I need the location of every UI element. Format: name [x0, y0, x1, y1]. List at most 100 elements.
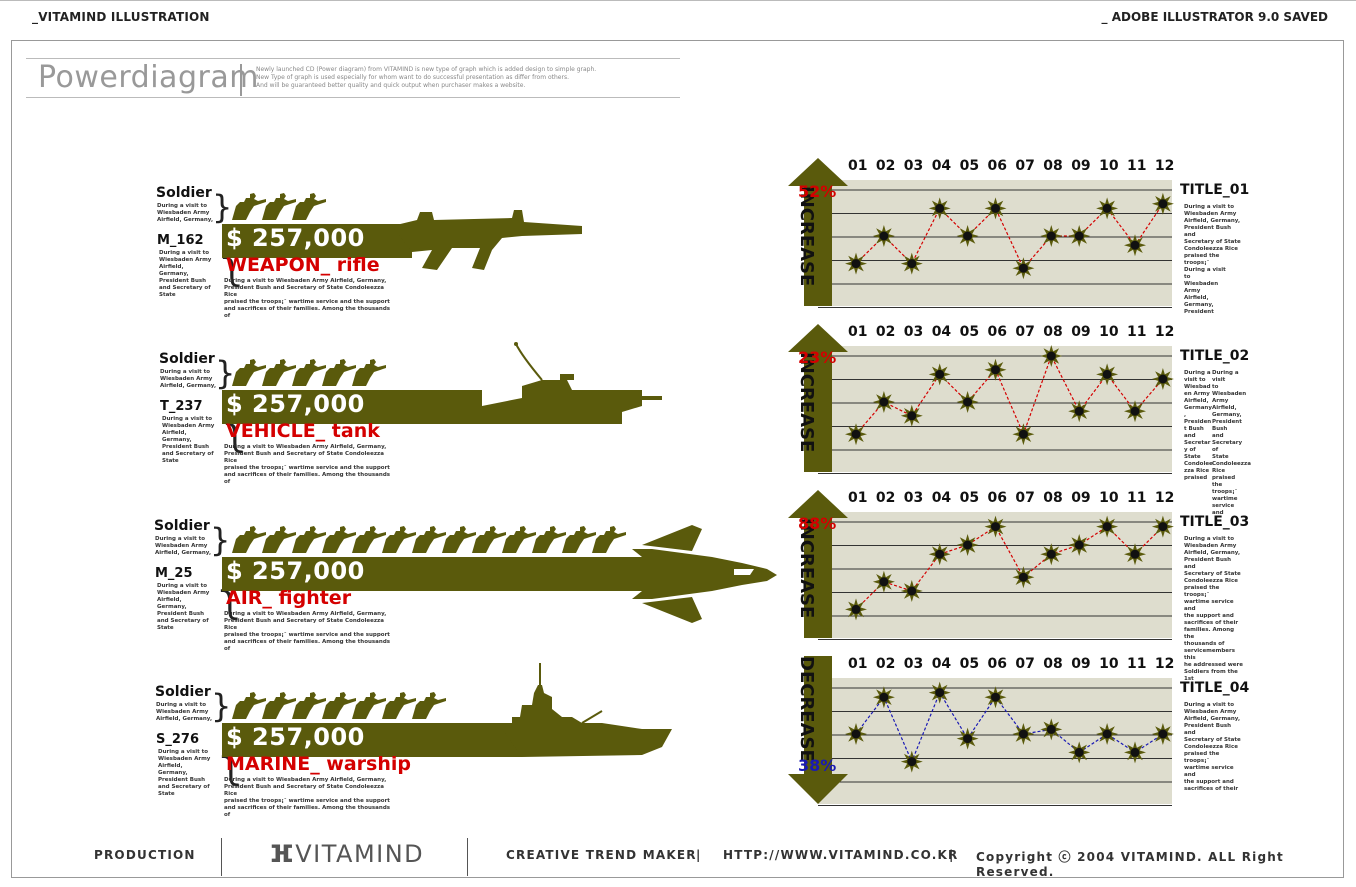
desc-line: Wiesbaden Army	[1184, 709, 1237, 715]
unit-description: During a visit to Wiesbaden Army Airfiel…	[224, 777, 394, 819]
desc-line: Airfield,	[1212, 405, 1237, 411]
data-point	[1068, 534, 1091, 556]
desc-line: President Bush and Secretary of State Co…	[224, 451, 384, 464]
brace-icon: }	[211, 687, 232, 725]
x-tick-label: 04	[931, 490, 952, 506]
note-line: Airfield,	[157, 597, 182, 603]
desc-line: Army	[1212, 398, 1229, 404]
desc-line: During a visit	[1184, 267, 1226, 273]
direction-label: DECREASE	[796, 656, 817, 762]
desc-line: During a visit to	[1184, 204, 1235, 210]
brace-icon: }	[215, 354, 236, 392]
desc-line: President	[1212, 419, 1242, 425]
desc-line: Condoleezza	[1212, 461, 1251, 467]
soldier-label: Soldier	[159, 351, 215, 367]
x-tick-label: 03	[903, 324, 924, 340]
intro-bottom-rule	[26, 97, 680, 98]
note-line: Wiesbaden Army	[156, 709, 209, 715]
x-tick-label: 04	[931, 158, 952, 174]
data-point	[928, 363, 951, 386]
unit-description: During a visit to Wiesbaden Army Airfiel…	[224, 611, 394, 653]
x-tick-label: 11	[1127, 656, 1147, 672]
desc-line: President Bush and Secretary of State Co…	[224, 618, 384, 631]
intro-description: Newly launched CD (Power diagram) from V…	[256, 66, 676, 90]
x-tick-label: 01	[848, 490, 868, 506]
data-point	[1068, 741, 1091, 764]
desc-line: Rice praised	[1212, 468, 1236, 481]
data-point	[1068, 225, 1091, 247]
x-tick-label: 02	[875, 656, 896, 672]
desc-line: t Bush	[1184, 426, 1204, 432]
desc-line: President Bush and	[1184, 723, 1232, 736]
series-line	[855, 354, 1164, 436]
desc-line: Wiesbaden Army	[1184, 543, 1237, 549]
desc-line: Airfield,	[1184, 295, 1209, 301]
chart-svg	[788, 324, 1174, 474]
code-note: During a visit to Wiesbaden Army Airfield,…	[157, 583, 217, 632]
chart-title: TITLE_04	[1180, 680, 1250, 696]
note-line: President Bush	[159, 278, 207, 284]
desc-line: praised the troops¡¯ wartime service and…	[224, 299, 390, 305]
unit-description: During a visit to Wiesbaden Army Airfiel…	[224, 444, 394, 486]
data-point	[845, 252, 867, 275]
x-tick-label: 06	[987, 158, 1007, 174]
unit-code: S_276	[156, 732, 199, 747]
category-label: WEAPON_ rifle	[226, 254, 380, 276]
title-divider	[240, 64, 242, 96]
soldier-note: During a visit to Wiesbaden Army Airfield,…	[155, 536, 215, 557]
desc-line: Wiesbaden	[1184, 281, 1219, 287]
x-tick-label: 07	[1015, 158, 1035, 174]
intro-desc-line: New Type of graph is used especially for…	[256, 74, 570, 81]
fighter-jet-icon	[222, 525, 777, 623]
data-point	[1096, 723, 1119, 745]
data-point	[1124, 234, 1146, 257]
note-line: and Secretary of	[157, 618, 209, 624]
data-point	[1040, 225, 1063, 247]
header-left-label: _VITAMIND ILLUSTRATION	[32, 10, 210, 24]
footer-logo[interactable]: ⴼVITAMIND	[270, 840, 424, 868]
desc-line: State	[1212, 454, 1229, 460]
data-point	[1151, 192, 1174, 215]
note-line: Germany,	[162, 437, 192, 443]
note-line: Airfield,	[159, 264, 184, 270]
footer-url-link[interactable]: HTTP://WWW.VITAMIND.CO.KR	[723, 848, 959, 862]
chart-title: TITLE_03	[1180, 514, 1250, 530]
desc-line: praised the troops¡¯ wartime service and…	[224, 798, 390, 804]
data-point	[1124, 741, 1146, 764]
desc-line: servicemembers this	[1184, 648, 1236, 661]
data-point	[1096, 515, 1119, 538]
note-line: President Bush	[158, 777, 206, 783]
note-line: Wiesbaden Army	[160, 376, 213, 382]
x-tick-label: 10	[1099, 490, 1119, 506]
x-tick-label: 09	[1071, 324, 1091, 340]
note-line: State	[159, 292, 176, 298]
x-tick-label: 07	[1015, 656, 1035, 672]
data-point	[1096, 363, 1119, 386]
footer-production: PRODUCTION	[94, 848, 196, 862]
data-point	[872, 686, 895, 709]
rifle-icon	[222, 193, 582, 270]
desc-line: the troops¡¯	[1212, 482, 1238, 495]
category-label: VEHICLE_ tank	[226, 420, 380, 442]
desc-line: families. Among the	[1184, 627, 1235, 640]
desc-line: Airfield, Germany,	[1184, 218, 1241, 224]
x-tick-label: 12	[1154, 490, 1175, 506]
silhouette-group	[222, 193, 582, 270]
category-label: AIR_ fighter	[226, 587, 352, 609]
note-line: President Bush	[157, 611, 205, 617]
chart-description: During a visit to Wiesbaden Army Airfield,…	[1184, 204, 1244, 316]
desc-line: Germany,	[1184, 302, 1214, 308]
desc-line: and sacrifices of their families. Among …	[224, 805, 391, 818]
desc-line: Condoleezza Rice	[1184, 246, 1238, 252]
data-point	[845, 723, 867, 745]
desc-line: Secretary of	[1212, 440, 1243, 453]
note-line: During a visit to	[155, 536, 206, 542]
data-point	[1151, 368, 1174, 390]
data-point	[872, 570, 895, 593]
note-line: Airfield,	[162, 430, 187, 436]
desc-line: Airfield, Germany,	[1184, 550, 1241, 556]
note-line: During a visit to	[162, 416, 213, 422]
desc-line: During a visit to Wiesbaden Army Airfiel…	[224, 444, 387, 450]
note-line: During a visit to	[157, 203, 208, 209]
desc-line: service and	[1212, 503, 1235, 516]
